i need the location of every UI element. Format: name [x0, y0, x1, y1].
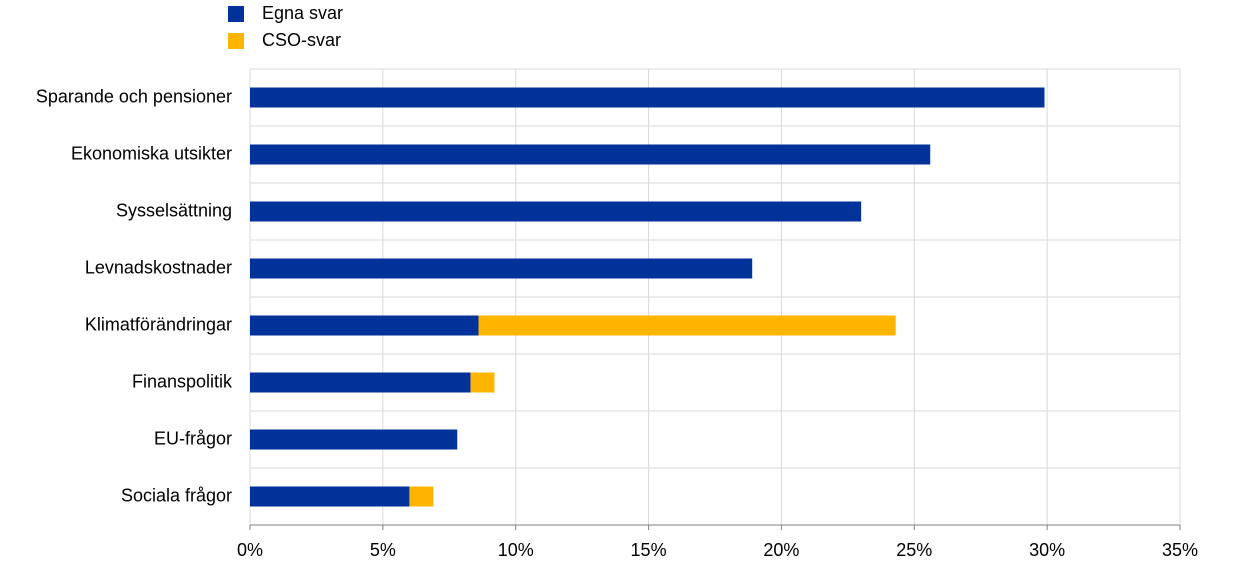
legend-swatch: [228, 33, 244, 49]
bar: [478, 315, 896, 336]
y-tick-label: Sparande och pensioner: [36, 86, 232, 106]
y-tick-label: Sysselsättning: [116, 200, 232, 220]
y-tick-label: EU-frågor: [154, 428, 232, 448]
x-tick-label: 30%: [1029, 540, 1065, 560]
legend-label: CSO-svar: [262, 30, 341, 50]
bar: [409, 486, 434, 507]
bar: [250, 201, 862, 222]
y-tick-label: Klimatförändringar: [85, 314, 232, 334]
x-tick-label: 35%: [1162, 540, 1198, 560]
bar: [250, 258, 753, 279]
x-tick-label: 0%: [237, 540, 263, 560]
bar: [250, 87, 1045, 108]
y-tick-label: Finanspolitik: [132, 371, 233, 391]
x-tick-label: 20%: [763, 540, 799, 560]
y-tick-label: Ekonomiska utsikter: [71, 143, 232, 163]
legend-swatch: [228, 6, 244, 22]
bar: [470, 372, 495, 393]
bar: [250, 486, 410, 507]
y-tick-label: Levnadskostnader: [85, 257, 232, 277]
x-tick-label: 15%: [631, 540, 667, 560]
bar: [250, 144, 931, 165]
bar: [250, 429, 458, 450]
x-tick-label: 5%: [370, 540, 396, 560]
x-tick-label: 25%: [896, 540, 932, 560]
legend-label: Egna svar: [262, 3, 343, 23]
bar: [250, 315, 479, 336]
x-tick-label: 10%: [498, 540, 534, 560]
bar: [250, 372, 471, 393]
y-tick-label: Sociala frågor: [121, 485, 232, 505]
